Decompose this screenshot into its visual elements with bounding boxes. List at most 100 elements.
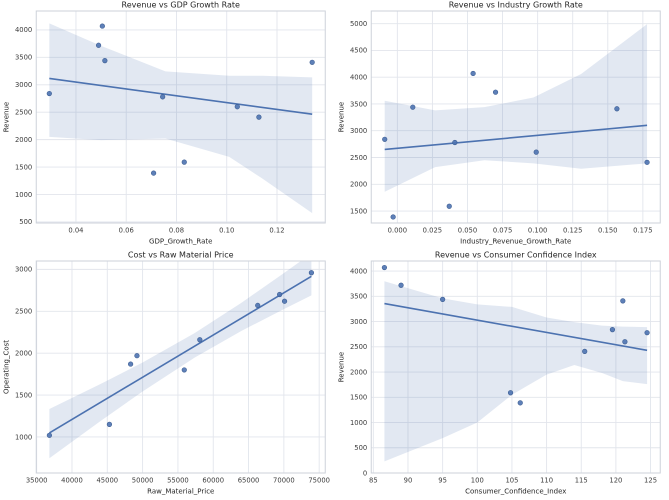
plot-border — [35, 10, 326, 224]
data-point — [609, 327, 615, 333]
data-points — [46, 270, 315, 438]
data-point — [256, 114, 262, 120]
x-tick-label: 100 — [470, 477, 483, 485]
data-point — [643, 330, 650, 336]
x-axis-label: Raw_Material_Price — [147, 488, 214, 496]
y-tick-label: 3500 — [15, 54, 32, 62]
y-tick-label: 4000 — [349, 73, 366, 81]
y-tick-label: 500 — [354, 444, 367, 452]
y-tick-label: 3000 — [15, 266, 32, 274]
data-point — [581, 348, 587, 354]
data-point — [160, 94, 166, 100]
y-tick-label: 3000 — [349, 318, 366, 326]
x-tick-label: 0.08 — [169, 227, 184, 235]
y-tick-label: 3500 — [349, 293, 366, 301]
plot-border — [370, 260, 661, 474]
x-tick-label: 0.000 — [387, 227, 406, 235]
data-point — [102, 58, 108, 64]
chart-revenue-vs-consumer-confidence: 85 90 95 100 105 110 115 120 125 0 500 1000 1500 2000… — [334, 250, 669, 500]
x-tick-label: 0.050 — [457, 227, 476, 235]
y-tick-label: 500 — [19, 218, 32, 226]
y-tick-label: 4000 — [349, 267, 366, 275]
gridlines — [370, 11, 660, 223]
data-point — [470, 70, 476, 77]
x-tick-label: 0.04 — [68, 227, 83, 235]
data-point — [613, 106, 620, 112]
y-tick-label: 4500 — [349, 47, 366, 55]
y-tick-labels: 1000 1500 2000 2500 3000 — [15, 266, 32, 442]
x-tick-label: 0.12 — [269, 227, 284, 235]
plot-border — [35, 260, 326, 474]
y-tick-labels: 1500 2000 2500 3000 3500 4000 4500 5000 — [349, 20, 366, 215]
x-tick-label: 105 — [505, 477, 518, 485]
y-tick-label: 2000 — [349, 368, 366, 376]
plot-cost-vs-raw-material: 35000 40000 45000 50000 55000 60000 65000 70000… — [0, 250, 335, 500]
regression-line — [384, 124, 647, 151]
data-point — [181, 367, 187, 373]
y-axis-label: Revenue — [337, 352, 345, 383]
data-point — [309, 59, 315, 65]
x-tick-label: 35000 — [26, 477, 48, 485]
y-tick-label: 1000 — [349, 419, 366, 427]
x-tick-label: 65000 — [238, 477, 260, 485]
y-tick-label: 2500 — [15, 109, 32, 117]
y-axis-label: Revenue — [337, 102, 345, 133]
data-points — [381, 264, 650, 406]
x-tick-label: 85 — [369, 477, 378, 485]
y-tick-label: 3500 — [349, 100, 366, 108]
y-axis-label: Revenue — [2, 102, 10, 133]
x-tick-label: 75000 — [308, 477, 330, 485]
data-points — [381, 70, 650, 220]
gridlines — [36, 11, 326, 223]
y-tick-label: 2000 — [15, 349, 32, 357]
chart-background — [334, 250, 669, 500]
y-tick-label: 1000 — [15, 433, 32, 441]
x-tick-label: 125 — [644, 477, 657, 485]
x-tick-label: 0.150 — [598, 227, 617, 235]
chart-title: Revenue vs GDP Growth Rate — [122, 1, 240, 10]
y-tick-label: 4000 — [15, 26, 32, 34]
x-axis-label: GDP_Growth_Rate — [149, 238, 212, 246]
data-point — [439, 296, 445, 302]
x-tick-label: 0.075 — [492, 227, 511, 235]
chart-cost-vs-raw-material-price: 35000 40000 45000 50000 55000 60000 65000 70000… — [0, 250, 335, 500]
y-tick-labels: 0 500 1000 1500 2000 2500 3000 3500 4000 — [349, 267, 366, 477]
plot-revenue-vs-industry: 0.000 0.025 0.050 0.075 0.100 0.125 0.150 0.175… — [334, 0, 669, 250]
y-tick-label: 3000 — [349, 127, 366, 135]
x-tick-labels: 0.04 0.06 0.08 0.10 0.12 — [68, 227, 284, 235]
x-tick-label: 115 — [574, 477, 587, 485]
x-tick-label: 55000 — [167, 477, 189, 485]
data-point — [99, 23, 105, 29]
data-point — [390, 214, 396, 220]
data-point — [381, 136, 387, 142]
chart-background — [0, 250, 335, 500]
x-tick-label: 45000 — [96, 477, 118, 485]
data-point — [234, 104, 240, 110]
x-tick-label: 60000 — [202, 477, 224, 485]
x-tick-label: 95 — [438, 477, 447, 485]
y-axis-label: Operating_Cost — [2, 340, 10, 394]
y-tick-label: 2000 — [15, 136, 32, 144]
data-point — [134, 353, 140, 359]
x-tick-label: 0.06 — [119, 227, 134, 235]
data-point — [255, 302, 261, 309]
data-point — [197, 337, 203, 343]
x-tick-label: 110 — [540, 477, 553, 485]
data-point — [621, 339, 628, 345]
confidence-band — [384, 24, 647, 192]
data-point — [451, 139, 457, 146]
x-tick-label: 70000 — [273, 477, 295, 485]
x-tick-label: 50000 — [132, 477, 154, 485]
y-tick-label: 2500 — [349, 343, 366, 351]
data-point — [619, 298, 625, 304]
x-tick-label: 0.125 — [562, 227, 581, 235]
data-point — [533, 149, 539, 155]
data-point — [151, 170, 157, 176]
x-tick-labels: 35000 40000 45000 50000 55000 60000 65000 70000… — [26, 477, 330, 485]
x-axis-label: Consumer_Confidence_Index — [465, 488, 566, 496]
plot-border — [370, 10, 661, 224]
plot-revenue-vs-gdp: 0.04 0.06 0.08 0.10 0.12 500 1000 1500 2000 2500 3… — [0, 0, 335, 250]
x-tick-label: 0.100 — [527, 227, 546, 235]
data-point — [397, 282, 404, 288]
